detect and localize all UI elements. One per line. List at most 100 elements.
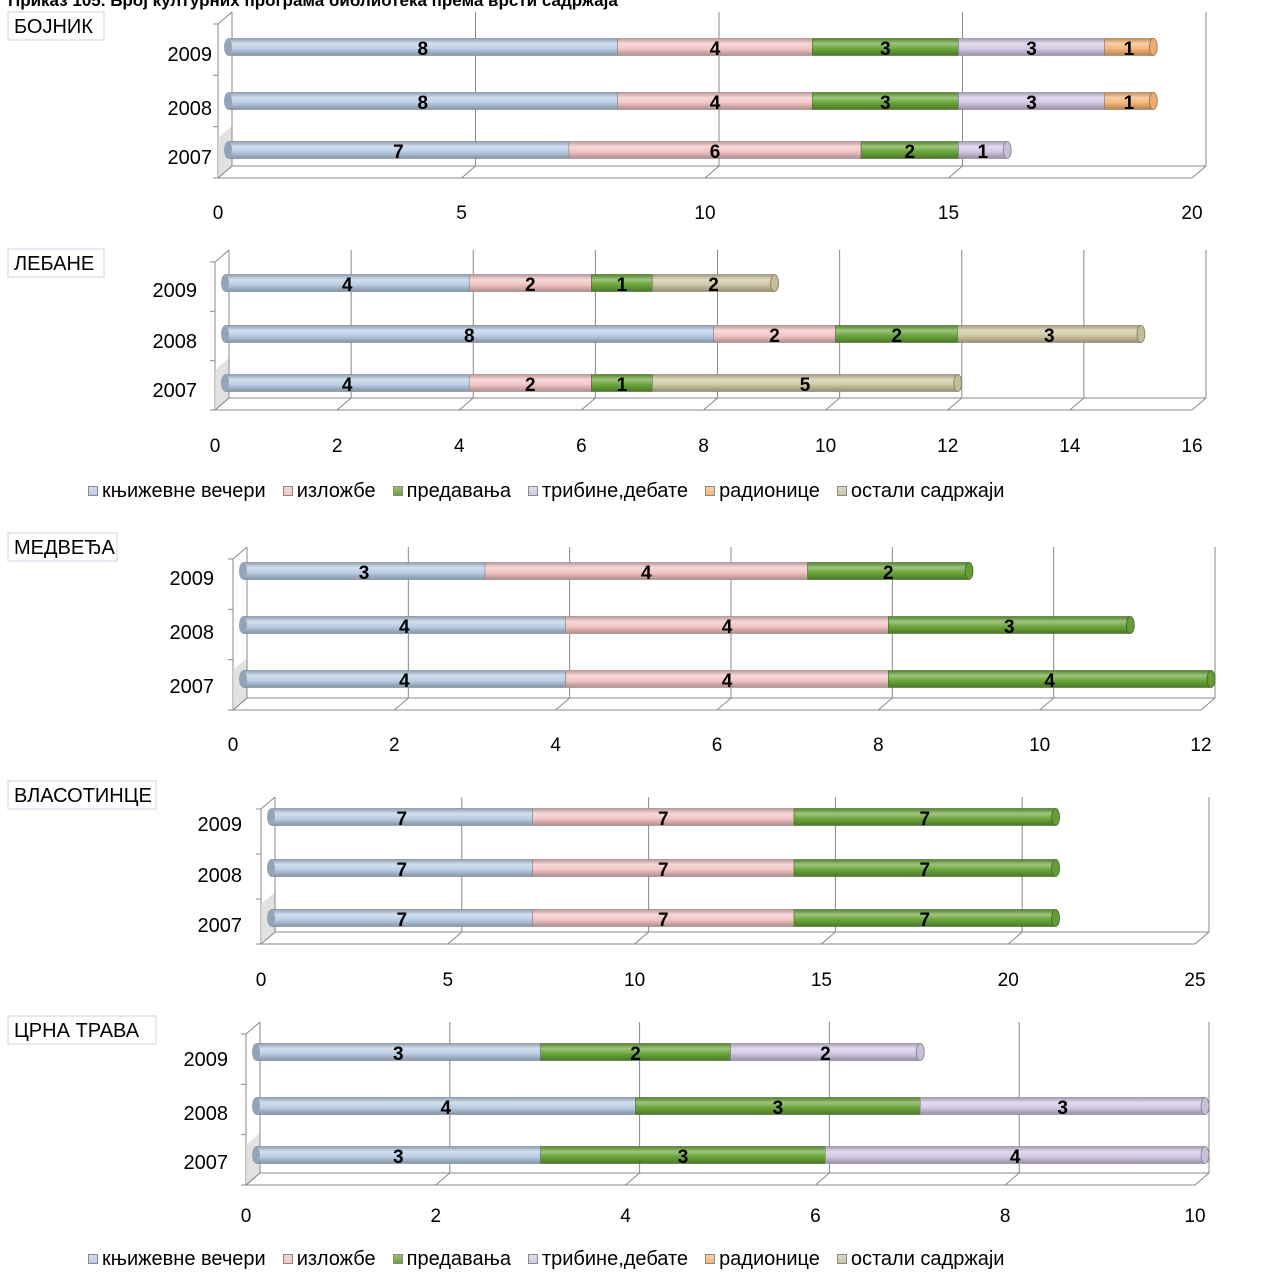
- data-label: 1: [1124, 39, 1135, 60]
- bar-end-cap: [1200, 1097, 1210, 1115]
- x-tick-label: 20: [1181, 203, 1202, 224]
- chart-title-box: [7, 11, 105, 41]
- floor-gridline: [461, 165, 476, 179]
- floor-gridline: [1191, 165, 1207, 179]
- data-label: 4: [1010, 1147, 1021, 1168]
- bar-end-cap: [1125, 616, 1135, 634]
- legend-item-tribine: трибине,дебате: [527, 1247, 689, 1271]
- x-tick-label: 10: [1184, 1206, 1205, 1227]
- bar-start-cap: [224, 141, 232, 159]
- data-label: 4: [399, 671, 410, 692]
- data-label: 7: [920, 809, 931, 830]
- floor-gridline: [1191, 397, 1207, 411]
- floor-gridline: [703, 397, 718, 411]
- legend-item-tribine: трибине,дебате: [527, 480, 688, 503]
- data-label: 3: [393, 1147, 404, 1168]
- chart-title: ВЛАСОТИНЦЕ: [14, 785, 152, 807]
- data-label: 4: [710, 39, 721, 60]
- x-tick-label: 4: [550, 735, 561, 756]
- wall-top-edge: [232, 546, 248, 560]
- bar-start-cap: [221, 325, 229, 343]
- bar-start-cap: [221, 274, 229, 292]
- x-tick-label: 15: [938, 203, 959, 224]
- legend-label: предавања: [406, 1247, 511, 1270]
- bar-start-cap: [239, 616, 247, 634]
- x-tick-label: 2: [389, 735, 400, 756]
- data-label: 8: [464, 326, 475, 347]
- floor-gridline: [217, 165, 233, 179]
- data-label: 8: [418, 93, 429, 114]
- x-tick-label: 4: [620, 1206, 631, 1227]
- data-label: 1: [617, 275, 628, 296]
- bar-end-cap: [1148, 92, 1158, 110]
- floor-gridline: [214, 397, 230, 411]
- data-label: 8: [418, 39, 429, 60]
- legend-label: изложбе: [296, 1247, 376, 1270]
- chart-5: 0 2 4 6 8 10 ЦРНА ТРАВА 2009 3 2 2 2008 4 3 3 2007 3 3 4: [7, 1015, 1210, 1227]
- data-label: 2: [769, 326, 780, 347]
- legend-item-ostali: остали садржаји: [836, 1247, 1005, 1271]
- x-tick-label: 10: [815, 436, 836, 457]
- year-label: 2009: [198, 814, 243, 836]
- data-label: 7: [396, 809, 407, 830]
- legend-item-predavanja: предавања: [392, 480, 511, 503]
- bar-end-cap: [953, 374, 963, 392]
- data-label: 4: [342, 375, 353, 396]
- bar-start-cap: [239, 562, 247, 580]
- legend-label: књижевне вечери: [102, 479, 266, 502]
- x-tick-label: 0: [256, 970, 267, 991]
- bar-start-cap: [224, 92, 232, 110]
- chart-title-box: [7, 532, 118, 562]
- data-label: 2: [883, 563, 894, 584]
- floor-gridline: [1194, 931, 1210, 945]
- bar-start-cap: [267, 808, 275, 826]
- bar-start-cap: [267, 909, 275, 927]
- floor-gridline: [1194, 1172, 1210, 1186]
- data-label: 3: [880, 93, 891, 114]
- x-tick-label: 0: [241, 1206, 252, 1227]
- year-label: 2007: [168, 147, 213, 169]
- legend-swatch: [836, 486, 847, 496]
- floor-gridline: [260, 931, 276, 945]
- chart-title: ЛЕБАНЕ: [14, 253, 94, 275]
- chart-title-box: [7, 780, 157, 810]
- data-label: 7: [920, 910, 931, 931]
- legend-label: остали садржаји: [850, 1247, 1005, 1270]
- data-label: 4: [342, 275, 353, 296]
- legend-swatch: [88, 1254, 98, 1264]
- data-label: 7: [658, 860, 669, 881]
- bar-end-cap: [1051, 909, 1060, 927]
- floor-gridline: [878, 697, 893, 711]
- bar-end-cap: [1200, 1146, 1210, 1164]
- legend-top: књижевне вечери изложбе предавања трибине,д…: [88, 478, 1004, 504]
- year-label: 2007: [170, 676, 215, 698]
- data-label: 2: [820, 1044, 831, 1065]
- legend-swatch: [282, 486, 293, 496]
- year-label: 2007: [198, 915, 243, 937]
- data-label: 3: [880, 39, 891, 60]
- year-label: 2007: [184, 1152, 229, 1174]
- floor-gridline: [1200, 697, 1216, 711]
- legend-item-izlozbe: изложбе: [282, 1247, 376, 1271]
- year-label: 2009: [184, 1049, 229, 1071]
- wall-top-edge: [260, 796, 276, 810]
- year-label: 2007: [153, 380, 198, 402]
- x-tick-label: 10: [1029, 735, 1050, 756]
- bar-start-cap: [252, 1097, 260, 1115]
- legend-label: радионице: [719, 479, 820, 502]
- x-tick-label: 10: [694, 203, 715, 224]
- floor-gridline: [1007, 931, 1023, 945]
- year-label: 2008: [153, 331, 198, 353]
- floor-gridline: [336, 397, 352, 411]
- legend-label: трибине,дебате: [541, 1247, 689, 1270]
- data-label: 4: [641, 563, 652, 584]
- year-label: 2008: [168, 98, 213, 120]
- x-tick-label: 0: [210, 436, 221, 457]
- x-tick-label: 5: [443, 970, 454, 991]
- chart-title: МЕДВЕЂА: [14, 537, 116, 559]
- floor-gridline: [825, 397, 840, 411]
- floor-gridline: [555, 697, 570, 711]
- data-label: 4: [441, 1098, 452, 1119]
- x-tick-label: 15: [811, 970, 832, 991]
